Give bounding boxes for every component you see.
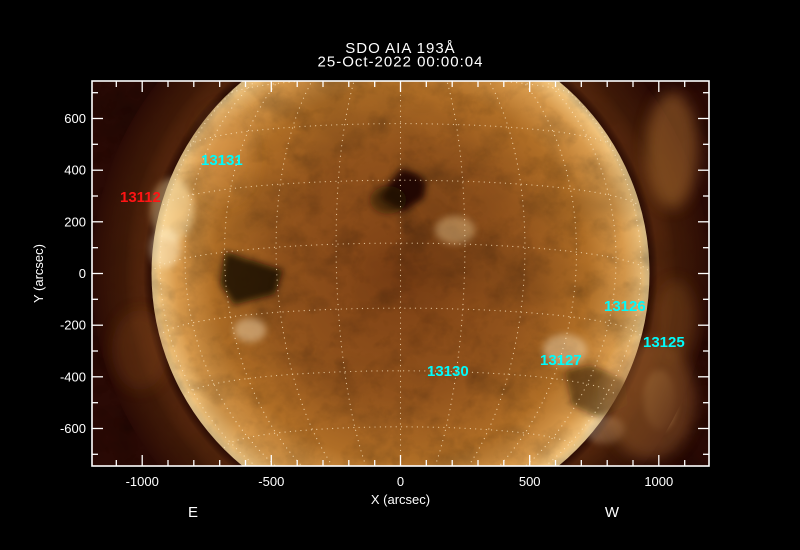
svg-text:200: 200 <box>64 214 86 229</box>
svg-text:13126: 13126 <box>604 298 646 315</box>
svg-text:-600: -600 <box>60 421 86 436</box>
svg-text:-1000: -1000 <box>126 474 159 489</box>
svg-text:-500: -500 <box>258 474 284 489</box>
svg-text:0: 0 <box>397 474 404 489</box>
svg-text:600: 600 <box>64 111 86 126</box>
svg-text:13130: 13130 <box>427 363 469 380</box>
svg-text:E: E <box>188 504 198 521</box>
svg-text:25-Oct-2022 00:00:04: 25-Oct-2022 00:00:04 <box>318 54 484 71</box>
svg-text:13125: 13125 <box>643 334 685 351</box>
svg-text:13112: 13112 <box>120 189 161 206</box>
svg-text:-400: -400 <box>60 369 86 384</box>
svg-text:Y (arcsec): Y (arcsec) <box>31 244 46 303</box>
svg-text:13127: 13127 <box>540 352 582 369</box>
svg-text:1000: 1000 <box>644 474 673 489</box>
svg-text:W: W <box>605 504 620 521</box>
svg-text:X (arcsec): X (arcsec) <box>371 492 430 507</box>
svg-text:500: 500 <box>519 474 541 489</box>
svg-text:13131: 13131 <box>201 152 243 169</box>
svg-text:400: 400 <box>64 163 86 178</box>
svg-text:0: 0 <box>79 266 86 281</box>
svg-text:-200: -200 <box>60 318 86 333</box>
